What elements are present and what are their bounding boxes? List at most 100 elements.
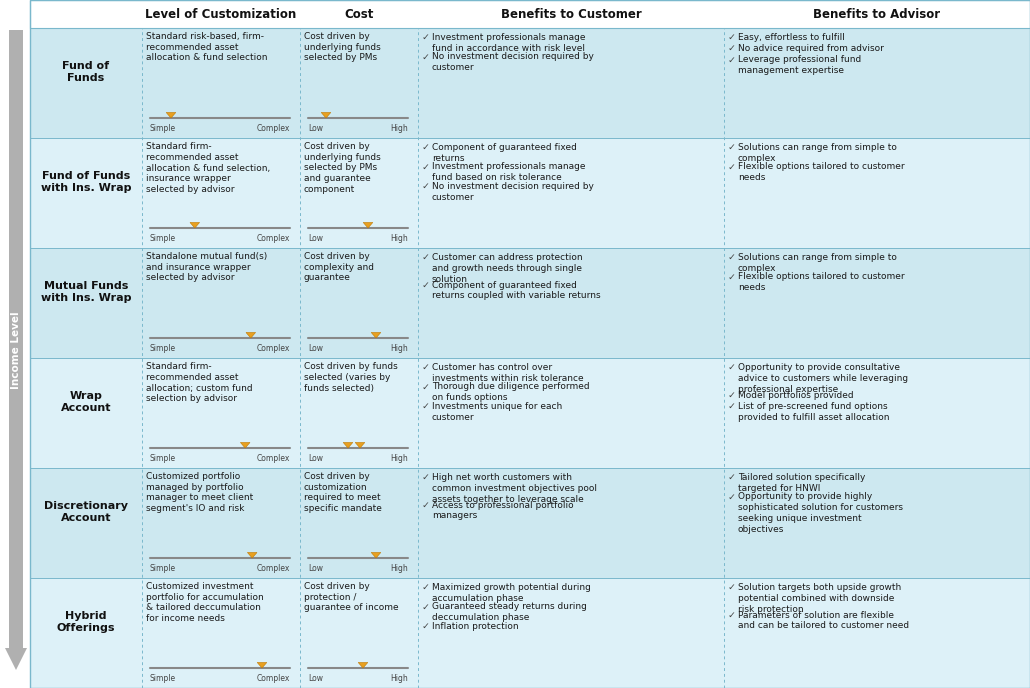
Text: Simple: Simple	[150, 674, 176, 683]
Text: Investment professionals manage
fund in accordance with risk level: Investment professionals manage fund in …	[432, 33, 585, 53]
Text: Low: Low	[308, 344, 323, 353]
Bar	[30, 578, 1030, 688]
Text: ✓: ✓	[422, 603, 430, 612]
Text: Benefits to Advisor: Benefits to Advisor	[814, 8, 940, 21]
Text: Discretionary
Account: Discretionary Account	[44, 501, 128, 523]
Text: Cost driven by
complexity and
guarantee: Cost driven by complexity and guarantee	[304, 252, 374, 283]
Text: Standard firm-
recommended asset
allocation; custom fund
selection by advisor: Standard firm- recommended asset allocat…	[146, 362, 252, 403]
Text: No investment decision required by
customer: No investment decision required by custo…	[432, 52, 594, 72]
Text: High: High	[390, 124, 408, 133]
Text: ✓: ✓	[422, 383, 430, 391]
Text: Low: Low	[308, 674, 323, 683]
Polygon shape	[371, 332, 381, 338]
Text: Flexible options tailored to customer
needs: Flexible options tailored to customer ne…	[739, 272, 904, 292]
Text: Opportunity to provide highly
sophisticated solution for customers
seeking uniqu: Opportunity to provide highly sophistica…	[739, 493, 903, 534]
Text: ✓: ✓	[728, 583, 736, 592]
Text: ✓: ✓	[422, 473, 430, 482]
Text: No investment decision required by
customer: No investment decision required by custo…	[432, 182, 594, 202]
Text: ✓: ✓	[728, 162, 736, 171]
Text: Customer can address protection
and growth needs through single
solution: Customer can address protection and grow…	[432, 253, 583, 283]
Text: High net worth customers with
common investment objectives pool
assets together : High net worth customers with common inv…	[432, 473, 597, 504]
Text: Hybrid
Offerings: Hybrid Offerings	[57, 611, 115, 633]
Text: Level of Customization: Level of Customization	[145, 8, 297, 21]
Text: ✓: ✓	[728, 473, 736, 482]
Text: ✓: ✓	[728, 56, 736, 65]
Bar	[30, 358, 1030, 468]
Text: High: High	[390, 234, 408, 243]
Text: High: High	[390, 564, 408, 573]
Text: Parameters of solution are flexible
and can be tailored to customer need: Parameters of solution are flexible and …	[739, 611, 909, 630]
Bar	[30, 468, 1030, 578]
Text: Solution targets both upside growth
potential combined with downside
risk protec: Solution targets both upside growth pote…	[739, 583, 901, 614]
Text: ✓: ✓	[728, 44, 736, 53]
Text: Maximized growth potential during
accumulation phase: Maximized growth potential during accumu…	[432, 583, 591, 603]
Text: ✓: ✓	[728, 253, 736, 262]
Polygon shape	[5, 648, 27, 670]
Polygon shape	[247, 552, 258, 558]
Text: ✓: ✓	[422, 253, 430, 262]
Text: Cost driven by
underlying funds
selected by PMs
and guarantee
component: Cost driven by underlying funds selected…	[304, 142, 381, 194]
Text: Solutions can range from simple to
complex: Solutions can range from simple to compl…	[739, 143, 897, 163]
Text: ✓: ✓	[728, 143, 736, 152]
Text: Component of guaranteed fixed
returns coupled with variable returns: Component of guaranteed fixed returns co…	[432, 281, 600, 301]
Text: Thorough due diligence performed
on funds options: Thorough due diligence performed on fund…	[432, 383, 589, 402]
Text: Simple: Simple	[150, 234, 176, 243]
Text: ✓: ✓	[422, 501, 430, 510]
Text: Fund of
Funds: Fund of Funds	[63, 61, 109, 83]
Text: Leverage professional fund
management expertise: Leverage professional fund management ex…	[739, 56, 861, 75]
Text: ✓: ✓	[422, 182, 430, 191]
Text: ✓: ✓	[728, 391, 736, 400]
Text: ✓: ✓	[422, 52, 430, 61]
Text: Standard risk-based, firm-
recommended asset
allocation & fund selection: Standard risk-based, firm- recommended a…	[146, 32, 268, 63]
Polygon shape	[364, 222, 373, 228]
Polygon shape	[246, 332, 255, 338]
Polygon shape	[190, 222, 200, 228]
Text: Complex: Complex	[256, 674, 290, 683]
Text: Wrap
Account: Wrap Account	[61, 391, 111, 413]
Text: Standalone mutual fund(s)
and insurance wrapper
selected by advisor: Standalone mutual fund(s) and insurance …	[146, 252, 267, 283]
Text: ✓: ✓	[728, 363, 736, 372]
Text: Cost driven by
customization
required to meet
specific mandate: Cost driven by customization required to…	[304, 472, 382, 513]
Text: ✓: ✓	[422, 281, 430, 290]
Text: Customized portfolio
managed by portfolio
manager to meet client
segment's IO an: Customized portfolio managed by portfoli…	[146, 472, 253, 513]
Polygon shape	[258, 663, 267, 668]
Text: Complex: Complex	[256, 344, 290, 353]
Text: ✓: ✓	[422, 143, 430, 152]
Text: ✓: ✓	[728, 493, 736, 502]
Text: ✓: ✓	[422, 162, 430, 171]
Text: Complex: Complex	[256, 454, 290, 463]
Polygon shape	[240, 442, 250, 448]
Text: ✓: ✓	[728, 402, 736, 411]
Text: Simple: Simple	[150, 564, 176, 573]
Text: ✓: ✓	[728, 611, 736, 620]
Text: Investments unique for each
customer: Investments unique for each customer	[432, 402, 562, 422]
Text: Tailored solution specifically
targeted for HNWI: Tailored solution specifically targeted …	[739, 473, 865, 493]
Text: High: High	[390, 674, 408, 683]
Bar	[9, 30, 23, 648]
Text: Complex: Complex	[256, 564, 290, 573]
Polygon shape	[343, 442, 353, 448]
Polygon shape	[358, 663, 368, 668]
Text: Complex: Complex	[256, 234, 290, 243]
Text: Low: Low	[308, 564, 323, 573]
Text: Customized investment
portfolio for accumulation
& tailored deccumulation
for in: Customized investment portfolio for accu…	[146, 582, 264, 623]
Text: Investment professionals manage
fund based on risk tolerance: Investment professionals manage fund bas…	[432, 162, 585, 182]
Bar	[30, 0, 1030, 28]
Polygon shape	[321, 112, 331, 118]
Text: Low: Low	[308, 234, 323, 243]
Text: Customer has control over
investments within risk tolerance: Customer has control over investments wi…	[432, 363, 584, 383]
Text: Cost driven by funds
selected (varies by
funds selected): Cost driven by funds selected (varies by…	[304, 362, 398, 392]
Text: Benefits to Customer: Benefits to Customer	[501, 8, 642, 21]
Text: Income Level: Income Level	[11, 311, 21, 389]
Text: Simple: Simple	[150, 124, 176, 133]
Text: ✓: ✓	[728, 272, 736, 281]
Text: Guaranteed steady returns during
deccumulation phase: Guaranteed steady returns during deccumu…	[432, 603, 587, 622]
Text: Cost driven by
underlying funds
selected by PMs: Cost driven by underlying funds selected…	[304, 32, 381, 63]
Text: ✓: ✓	[422, 622, 430, 631]
Text: Inflation protection: Inflation protection	[432, 622, 519, 631]
Text: Simple: Simple	[150, 344, 176, 353]
Text: Low: Low	[308, 454, 323, 463]
Text: Mutual Funds
with Ins. Wrap: Mutual Funds with Ins. Wrap	[41, 281, 131, 303]
Text: ✓: ✓	[728, 33, 736, 42]
Text: Standard firm-
recommended asset
allocation & fund selection,
insurance wrapper
: Standard firm- recommended asset allocat…	[146, 142, 270, 194]
